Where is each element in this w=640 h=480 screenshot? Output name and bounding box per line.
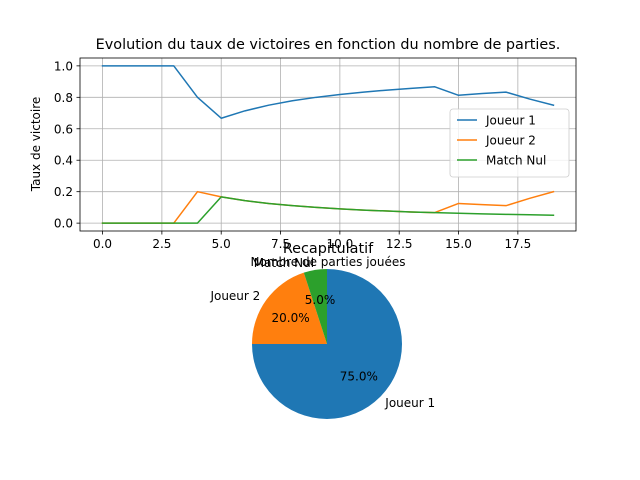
x-tick-label: 0.0 (93, 237, 112, 251)
line-chart-legend: Joueur 1 Joueur 2 Match Nul (449, 108, 570, 178)
pie-slice-2 (303, 269, 327, 344)
pie-slice-label: Joueur 1 (384, 396, 435, 410)
legend-label: Joueur 2 (485, 134, 536, 148)
y-tick-label: 0.6 (54, 122, 73, 136)
pie-pct-label: 75.0% (340, 369, 378, 383)
pie-chart: 75.0%Joueur 120.0%Joueur 2 5.0%Match Nul … (209, 241, 435, 419)
line-chart-title: Evolution du taux de victoires en foncti… (96, 37, 561, 53)
pie-chart-title: Recapitulatif (283, 241, 374, 257)
line-chart-xlabel: Nombre de parties jouées (251, 255, 406, 269)
line-chart-series (101, 65, 555, 224)
series-line-0 (101, 65, 555, 119)
pie-pct-label: 5.0% (305, 293, 336, 307)
pie-labels: 75.0% Joueur 1 20.0% Joueur 2 5.0% Match Nul (209, 256, 435, 410)
pie-slice-label: Joueur 2 (209, 289, 260, 303)
series-line-2 (101, 196, 555, 224)
pie-slice-1 (252, 272, 327, 344)
legend-box (449, 108, 570, 178)
x-tick-label: 15.0 (445, 237, 472, 251)
line-chart-frame (79, 57, 577, 232)
x-tick-label: 17.5 (504, 237, 531, 251)
line-chart-ylabel: Taux de victoire (29, 97, 43, 193)
line-chart: Evolution du taux de victoires en foncti… (29, 37, 577, 269)
pie-slices (252, 269, 402, 419)
legend-label: Joueur 1 (485, 114, 536, 128)
x-tick-label: 5.0 (212, 237, 231, 251)
x-tick-label: 10.0 (327, 237, 354, 251)
legend-label: Match Nul (486, 154, 546, 168)
x-tick-label: 2.5 (152, 237, 171, 251)
pie-slice-label: Match Nul (254, 256, 314, 270)
x-tick-label: 12.5 (386, 237, 413, 251)
y-tick-label: 0.8 (54, 91, 73, 105)
pie-pct-label: 20.0% (272, 311, 310, 325)
y-tick-label: 0.4 (54, 154, 73, 168)
y-tick-label: 1.0 (54, 59, 73, 73)
line-chart-ticks: 0.0 2.5 5.0 7.5 10.0 12.5 15.0 17.5 0.0 0.2 0.4 0.6… (54, 59, 531, 251)
x-tick-label: 7.5 (271, 237, 290, 251)
y-tick-label: 0.0 (54, 217, 73, 231)
y-tick-label: 0.2 (54, 185, 73, 199)
